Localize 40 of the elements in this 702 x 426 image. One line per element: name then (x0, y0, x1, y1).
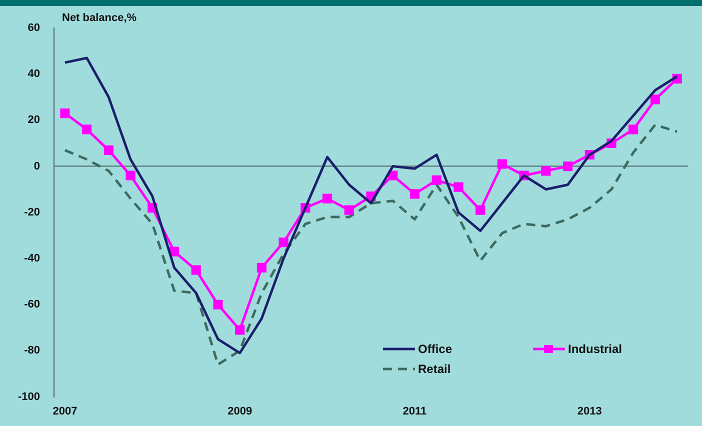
y-tick-label: -100 (18, 390, 40, 403)
point (126, 170, 136, 180)
point (432, 175, 442, 185)
y-tick-label: 20 (28, 114, 40, 126)
y-tick-label: -40 (24, 252, 40, 265)
x-tick-label: 2011 (402, 405, 427, 418)
point (388, 170, 398, 180)
point (256, 262, 266, 273)
line-series (64, 124, 678, 366)
legend-label: Office (418, 342, 452, 356)
point (278, 238, 288, 248)
point (104, 145, 114, 155)
y-tick-label: 0 (34, 160, 40, 172)
point (82, 124, 92, 134)
point (213, 300, 223, 310)
x-tick-label: 2009 (228, 405, 252, 418)
point (476, 205, 486, 215)
point (562, 162, 573, 172)
point (169, 246, 180, 256)
point (191, 265, 201, 275)
point (541, 166, 551, 176)
point (322, 194, 332, 204)
y-tick-label: 60 (28, 22, 40, 34)
point (60, 108, 70, 118)
x-tick-label: 2013 (577, 405, 602, 418)
legend-label: Industrial (568, 342, 622, 356)
point (454, 182, 464, 192)
point (628, 124, 638, 134)
y-tick-label: -20 (24, 206, 40, 218)
point (344, 205, 354, 215)
point (650, 94, 660, 104)
legend-label: Retail (418, 362, 451, 376)
point (497, 159, 507, 169)
y-axis-title: Net balance,% (62, 12, 137, 24)
y-tick-label: -80 (24, 344, 40, 357)
y-tick-label: -60 (24, 298, 40, 311)
x-tick-label: 2007 (52, 405, 78, 418)
point (410, 189, 420, 199)
point (235, 325, 245, 335)
y-tick-label: 40 (28, 68, 40, 80)
